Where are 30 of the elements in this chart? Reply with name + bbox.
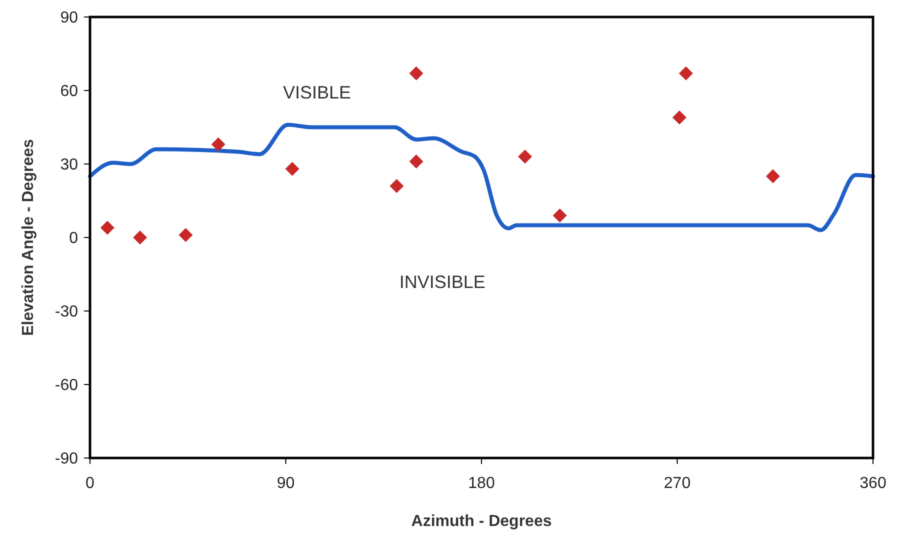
point — [409, 66, 424, 80]
x-tick-label: 180 — [468, 475, 495, 492]
annotation: INVISIBLE — [399, 272, 486, 292]
y-tick-label: 60 — [60, 83, 78, 100]
y-tick-label: 30 — [60, 156, 78, 174]
point — [100, 220, 114, 235]
y-tick-label: -60 — [54, 377, 78, 394]
y-tick-label: -30 — [54, 304, 78, 321]
line-series — [88, 122, 875, 232]
point — [552, 208, 567, 222]
point — [409, 154, 424, 169]
y-tick-label: 0 — [69, 230, 78, 248]
y-axis-title: Elevation Angle - Degrees — [20, 139, 38, 336]
y-tick-label: 90 — [60, 10, 78, 27]
x-tick-label: 360 — [860, 475, 886, 492]
point — [672, 110, 686, 124]
annotation: VISIBLE — [283, 82, 352, 102]
point — [178, 228, 193, 242]
point — [678, 66, 693, 80]
x-axis-title: Azimuth - Degrees — [411, 513, 552, 530]
point — [518, 150, 532, 164]
x-tick-label: 90 — [276, 475, 295, 492]
point — [390, 179, 404, 194]
point — [285, 162, 300, 176]
y-tick-label: -90 — [54, 450, 78, 468]
x-tick-label: 0 — [86, 475, 95, 492]
x-tick-label: 270 — [664, 475, 691, 492]
point — [133, 230, 148, 244]
point — [766, 169, 780, 184]
point — [211, 137, 226, 152]
